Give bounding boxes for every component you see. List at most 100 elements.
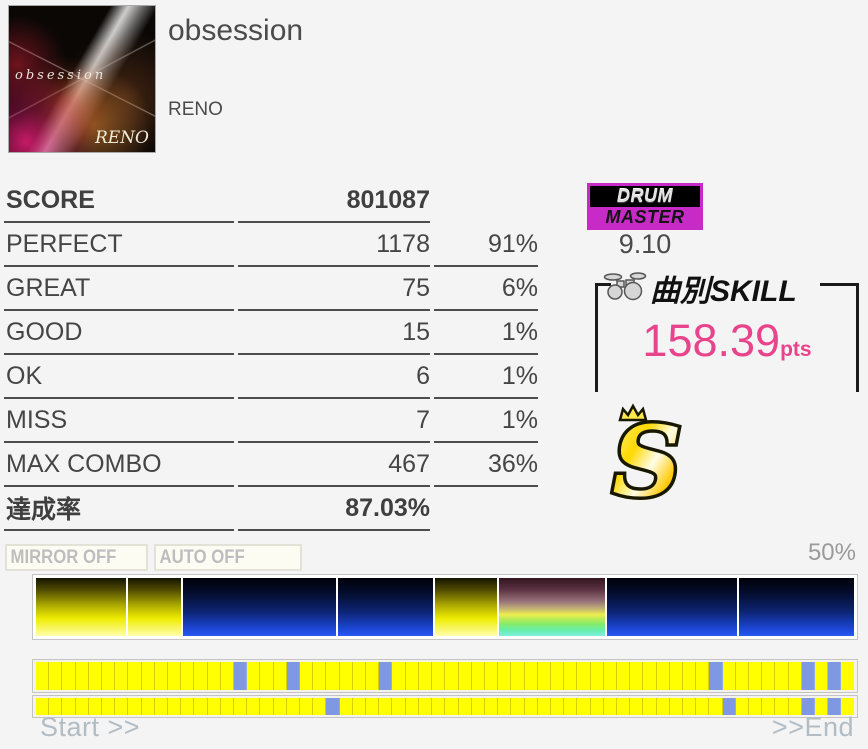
table-row: MISS 7 1% xyxy=(4,399,538,443)
note-cell-yellow xyxy=(128,698,142,715)
note-cell-yellow xyxy=(75,662,89,690)
note-cell-yellow xyxy=(656,698,670,715)
note-cell-yellow xyxy=(682,698,697,715)
note-cell-yellow xyxy=(511,698,525,715)
note-cell-yellow xyxy=(36,698,50,715)
note-cell-yellow xyxy=(220,662,235,690)
note-cell-yellow xyxy=(590,698,604,715)
note-cell-yellow xyxy=(62,698,76,715)
note-cell-yellow xyxy=(154,698,169,715)
crown-icon xyxy=(618,403,648,422)
rank-grade-letter: S xyxy=(612,405,681,511)
table-row: PERFECT 1178 91% xyxy=(4,223,538,267)
note-cell-yellow xyxy=(352,662,367,690)
note-cell-yellow xyxy=(748,662,763,690)
note-cell-yellow xyxy=(339,698,353,715)
note-cell-yellow xyxy=(115,698,129,715)
skill-bracket-left xyxy=(595,283,611,392)
rank-grade-icon: S xyxy=(600,402,695,522)
note-cell-yellow xyxy=(154,662,169,690)
note-cell-yellow xyxy=(762,698,776,715)
note-cell-yellow xyxy=(814,662,829,690)
skill-bracket-right xyxy=(820,283,859,392)
note-cell-yellow xyxy=(524,698,538,715)
skill-unit: pts xyxy=(780,338,812,361)
note-cell-blue xyxy=(286,662,301,690)
note-cell-yellow xyxy=(220,698,235,715)
note-cell-yellow xyxy=(300,698,314,715)
note-cell-yellow xyxy=(194,698,208,715)
note-cell-yellow xyxy=(775,698,789,715)
note-cell-yellow xyxy=(775,662,789,690)
note-cell-yellow xyxy=(471,662,485,690)
note-cell-yellow xyxy=(498,698,512,715)
gauge-segment-blue xyxy=(337,578,433,636)
note-cell-yellow xyxy=(841,662,854,690)
chart-start-label: Start >> xyxy=(40,712,141,742)
gauge-segment-rainbow xyxy=(498,578,605,636)
table-row: 達成率 87.03% xyxy=(4,487,538,531)
note-cell-yellow xyxy=(564,698,578,715)
note-cell-yellow xyxy=(669,662,683,690)
note-cell-yellow xyxy=(247,698,261,715)
note-cell-yellow xyxy=(696,698,710,715)
note-cell-yellow xyxy=(366,698,380,715)
note-cell-yellow xyxy=(814,698,829,715)
note-cell-yellow xyxy=(643,698,657,715)
gauge-segment-blue xyxy=(606,578,737,636)
table-row: GOOD 15 1% xyxy=(4,311,538,355)
note-cell-yellow xyxy=(550,698,565,715)
note-cell-yellow xyxy=(405,662,419,690)
note-cell-yellow xyxy=(748,698,763,715)
note-cell-yellow xyxy=(49,662,63,690)
results-table: SCORE 801087 PERFECT 1178 91% GREAT 75 6% GOOD 15… xyxy=(0,179,542,531)
gauge-segment-blue xyxy=(182,578,336,636)
note-cell-yellow xyxy=(458,662,472,690)
note-cell-yellow xyxy=(141,662,155,690)
note-cell-yellow xyxy=(669,698,683,715)
note-cell-yellow xyxy=(352,698,367,715)
note-cell-yellow xyxy=(432,698,446,715)
note-cell-yellow xyxy=(696,662,710,690)
auto-toggle-button[interactable]: AUTO OFF xyxy=(154,544,302,571)
skill-header: 曲別SKILL xyxy=(603,266,797,310)
chart-end-label: >>End xyxy=(771,712,854,742)
note-cell-yellow xyxy=(181,698,195,715)
note-cell-yellow xyxy=(234,698,248,715)
results-table-body: SCORE 801087 PERFECT 1178 91% GREAT 75 6% GOOD 15… xyxy=(4,179,538,531)
mirror-toggle-button[interactable]: MIRROR OFF xyxy=(5,544,148,571)
note-cell-yellow xyxy=(616,662,631,690)
notes-row-1 xyxy=(32,659,858,693)
note-cell-yellow xyxy=(643,662,657,690)
table-row: OK 6 1% xyxy=(4,355,538,399)
note-cell-yellow xyxy=(418,698,433,715)
note-cell-yellow xyxy=(247,662,261,690)
note-cell-yellow xyxy=(313,698,327,715)
notes-row-2 xyxy=(32,695,858,718)
note-cell-yellow xyxy=(326,662,340,690)
note-cell-blue xyxy=(801,662,815,690)
drumkit-icon xyxy=(603,271,647,306)
album-art-title-overlay: obsession xyxy=(15,68,107,83)
note-cell-yellow xyxy=(458,698,472,715)
note-cell-yellow xyxy=(735,698,749,715)
skill-panel: 曲別SKILL 158.39pts xyxy=(595,271,859,392)
album-art: obsession RENO xyxy=(8,5,156,153)
note-cell-yellow xyxy=(128,662,142,690)
note-cell-yellow xyxy=(630,698,644,715)
note-cell-yellow xyxy=(392,698,406,715)
gauge-segment-blue xyxy=(738,578,855,636)
note-cell-yellow xyxy=(445,662,459,690)
note-cell-yellow xyxy=(564,662,578,690)
auto-toggle-label: AUTO OFF xyxy=(159,546,245,568)
difficulty-badge-level-name: MASTER xyxy=(605,206,685,227)
note-cell-blue xyxy=(828,698,842,715)
skill-label: 曲別SKILL xyxy=(650,275,797,308)
note-cell-yellow xyxy=(339,662,353,690)
note-cell-yellow xyxy=(102,662,116,690)
note-cell-yellow xyxy=(392,662,406,690)
note-cell-yellow xyxy=(590,662,604,690)
note-cell-yellow xyxy=(141,698,155,715)
note-cell-yellow xyxy=(418,662,433,690)
note-cell-yellow xyxy=(788,698,802,715)
